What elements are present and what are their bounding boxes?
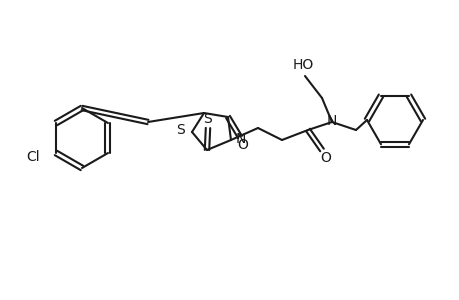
Text: HO: HO [292, 58, 313, 72]
Text: N: N [326, 114, 336, 128]
Text: S: S [176, 123, 185, 137]
Text: O: O [320, 151, 331, 165]
Text: S: S [203, 112, 212, 126]
Text: N: N [235, 132, 246, 146]
Text: O: O [237, 138, 248, 152]
Text: Cl: Cl [26, 150, 40, 164]
